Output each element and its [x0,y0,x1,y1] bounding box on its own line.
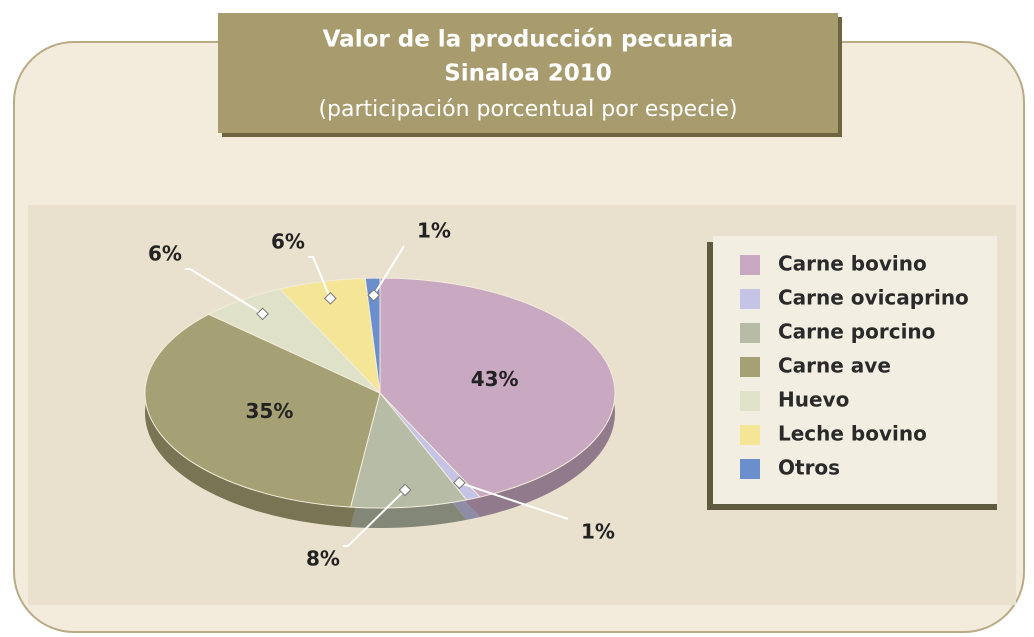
legend-label: Huevo [778,388,849,412]
leader-line [185,268,264,315]
legend-swatch [740,255,760,275]
data-label: 8% [306,547,340,571]
legend-label: Carne ovicaprino [778,286,969,310]
legend-swatch [740,459,760,479]
chart-subtitle: (participación porcentual por especie) [318,97,737,122]
title-box [218,13,838,133]
slice [349,391,468,509]
leader-line [343,489,406,547]
label-marker [323,291,337,305]
legend-swatch [740,391,760,411]
leader-line [372,245,405,296]
legend [713,236,997,504]
label-marker [452,476,466,490]
data-label: 1% [581,520,615,544]
legend-label: Carne ave [778,354,891,378]
legend-swatch [740,289,760,309]
data-label: 1% [417,219,451,243]
data-label: 43% [471,367,519,391]
leader-line [459,481,569,520]
legend-label: Otros [778,456,840,480]
legend-label: Carne porcino [778,320,935,344]
label-marker [256,307,269,321]
legend-swatch [740,425,760,445]
chart-title: Valor de la producción pecuaria [323,27,734,53]
data-label: 6% [148,242,182,266]
label-marker [367,288,381,302]
data-label: 6% [271,230,305,254]
legend-label: Leche bovino [778,422,927,446]
chart-title: Sinaloa 2010 [444,61,612,87]
leader-line [308,256,332,299]
legend-swatch [740,323,760,343]
label-marker [398,483,412,497]
slice [364,277,381,394]
data-label: 35% [246,399,294,423]
slice [379,277,616,498]
slice [144,313,381,508]
legend-label: Carne bovino [778,252,927,276]
legend-swatch [740,357,760,377]
